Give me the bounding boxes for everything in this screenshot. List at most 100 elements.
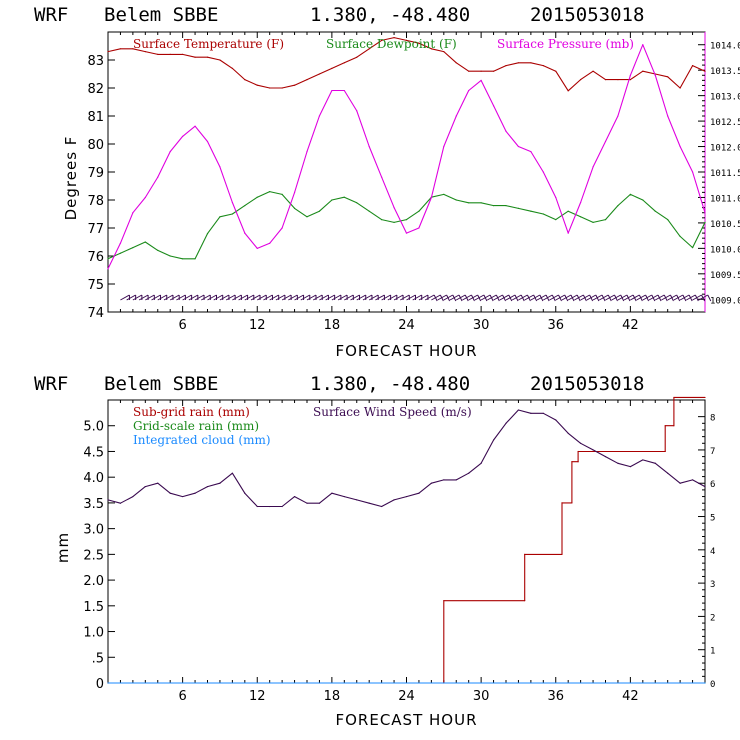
panel1-y-tick-label: 74 [87, 306, 104, 321]
panel1-wind-barb-staff [306, 294, 317, 301]
panel1-surface-temperature-point [169, 53, 171, 56]
panel1-x-tick-label: 12 [249, 318, 266, 333]
panel2-y-tick-label: 3.0 [83, 523, 104, 538]
panel1-wind-barb [163, 294, 174, 301]
panel1-wind-barb-staff [456, 294, 466, 301]
panel1-surface-temperature-point [356, 56, 358, 58]
panel1-surface-temperature-point [580, 79, 582, 81]
panel2-surface-wind-speed-point [617, 462, 619, 464]
panel2-surface-wind-speed-point [629, 465, 631, 468]
panel1-wind-barb [188, 294, 199, 301]
panel1-surface-pressure-point [269, 242, 271, 244]
panel1-surface-temperature-point [555, 70, 557, 72]
panel1-wind-barb-staff [319, 294, 329, 301]
panel2-x-axis-label: FORECAST HOUR [335, 711, 477, 729]
panel1-wind-barb-staff [163, 294, 174, 301]
panel1-surface-pressure-point [107, 268, 109, 270]
panel1-y2-tick-label: 1009.0 [710, 296, 740, 306]
panel1-wind-barb-staff [219, 294, 230, 301]
panel1-surface-pressure-point [405, 232, 408, 234]
panel1-surface-temperature-point [157, 53, 159, 56]
panel1-wind-barb-staff [424, 294, 435, 301]
panel1-surface-temperature-point [244, 79, 246, 81]
panel1-surface-dewpoint-point [505, 205, 507, 207]
panel1-surface-temperature-point [343, 62, 345, 64]
panel2-surface-wind-speed-point [157, 482, 159, 484]
panel2-legend-surface-wind-speed: Surface Wind Speed (m/s) [313, 405, 472, 419]
panel1-surface-pressure-point [132, 212, 134, 214]
panel1-surface-dewpoint-point [492, 205, 495, 207]
panel1-surface-temperature-point [443, 51, 445, 53]
panel2-x-tick-label: 42 [622, 689, 639, 704]
panel1-wind-barb [418, 294, 429, 301]
panel2-sub-grid-rain-point [571, 461, 573, 463]
panel1-wind-barb-staff [381, 294, 391, 301]
panel1-surface-pressure-point [580, 201, 582, 204]
panel2-y-tick-label: 1.0 [83, 626, 104, 641]
panel1-surface-dewpoint-point [343, 196, 345, 198]
panel1-surface-pressure-point [592, 166, 594, 168]
panel1-wind-barb-staff [648, 294, 659, 301]
panel1-surface-dewpoint-point [580, 216, 582, 218]
panel1-wind-barb-staff [605, 294, 615, 301]
panel1-surface-pressure-point [542, 171, 544, 173]
panel1-surface-pressure-point [505, 130, 507, 132]
panel1-wind-barb [344, 294, 354, 301]
panel1-surface-pressure-point [368, 145, 370, 148]
panel2-surface-wind-speed-point [468, 472, 470, 474]
panel1-surface-temperature-point [679, 87, 681, 89]
panel1-wind-barb-staff [393, 294, 404, 301]
panel1-y2-tick-label: 1013.5 [710, 67, 740, 77]
panel2-surface-wind-speed-point [393, 499, 395, 501]
panel1-wind-barb-staff [263, 294, 273, 301]
panel1-wind-barb-staff [636, 294, 646, 301]
panel1-surface-dewpoint-point [318, 210, 321, 212]
panel1-y-tick-label: 82 [87, 82, 104, 97]
panel1-wind-barb-staff [294, 294, 304, 301]
panel1-surface-pressure-line [107, 44, 706, 269]
panel2-surface-wind-speed-point [455, 479, 457, 481]
panel1-wind-barb-staff [281, 294, 292, 301]
panel1-surface-pressure-point [642, 44, 644, 46]
panel1-surface-pressure-point [169, 151, 171, 153]
panel1-wind-barb-staff [673, 294, 684, 301]
panel1-wind-barb-staff [655, 294, 665, 301]
panel1-surface-dewpoint-point [567, 210, 569, 212]
panel1-wind-barb-staff [145, 294, 155, 301]
panel1-surface-pressure-point [443, 145, 445, 148]
panel2-y2-tick-label: 6 [710, 480, 715, 490]
panel2-y2-tick-label: 8 [710, 414, 715, 424]
panel1-surface-pressure-point [343, 89, 345, 92]
panel2-x-tick-label: 18 [324, 689, 341, 704]
panel1-wind-barb-staff [574, 294, 584, 301]
panel1-wind-barb-staff [182, 294, 192, 301]
panel1-surface-temperature-point [231, 67, 233, 69]
panel1-surface-temperature-point [704, 70, 706, 72]
panel1-wind-barb-staff [524, 294, 534, 301]
panel2-sub-grid-rain-point [524, 553, 526, 555]
panel1-wind-barb [138, 294, 149, 301]
panel1-surface-pressure-point [455, 115, 457, 117]
panel2-surface-wind-speed-point [530, 412, 532, 414]
panel1-wind-barb [381, 294, 392, 301]
panel1-surface-pressure-point [206, 140, 209, 143]
panel2-surface-wind-speed-point [430, 482, 432, 484]
panel1-wind-barb [337, 294, 348, 301]
panel2-y-axis-label: mm [54, 532, 72, 563]
panel1-surface-pressure-point [691, 171, 694, 173]
panel1-wind-barb-staff [499, 294, 510, 301]
panel2-y2-tick-label: 2 [710, 613, 715, 623]
panel1-surface-dewpoint-point [654, 210, 656, 212]
panel1-wind-barb-staff [611, 294, 621, 301]
panel1-surface-dewpoint-point [517, 207, 520, 209]
panel1-wind-barb-staff [275, 294, 286, 301]
panel1-surface-dewpoint-point [393, 221, 395, 223]
panel1-wind-barb-staff [157, 294, 167, 301]
panel2-sub-grid-rain-point [704, 396, 706, 399]
panel1-surface-dewpoint-point [679, 235, 681, 237]
panel1-wind-barb-staff [530, 294, 541, 301]
panel2-x-tick-label: 12 [249, 689, 266, 704]
panel2-x-tick-label: 6 [178, 689, 186, 704]
panel1-wind-barb [120, 294, 130, 301]
panel1-wind-barb-staff [362, 294, 373, 301]
